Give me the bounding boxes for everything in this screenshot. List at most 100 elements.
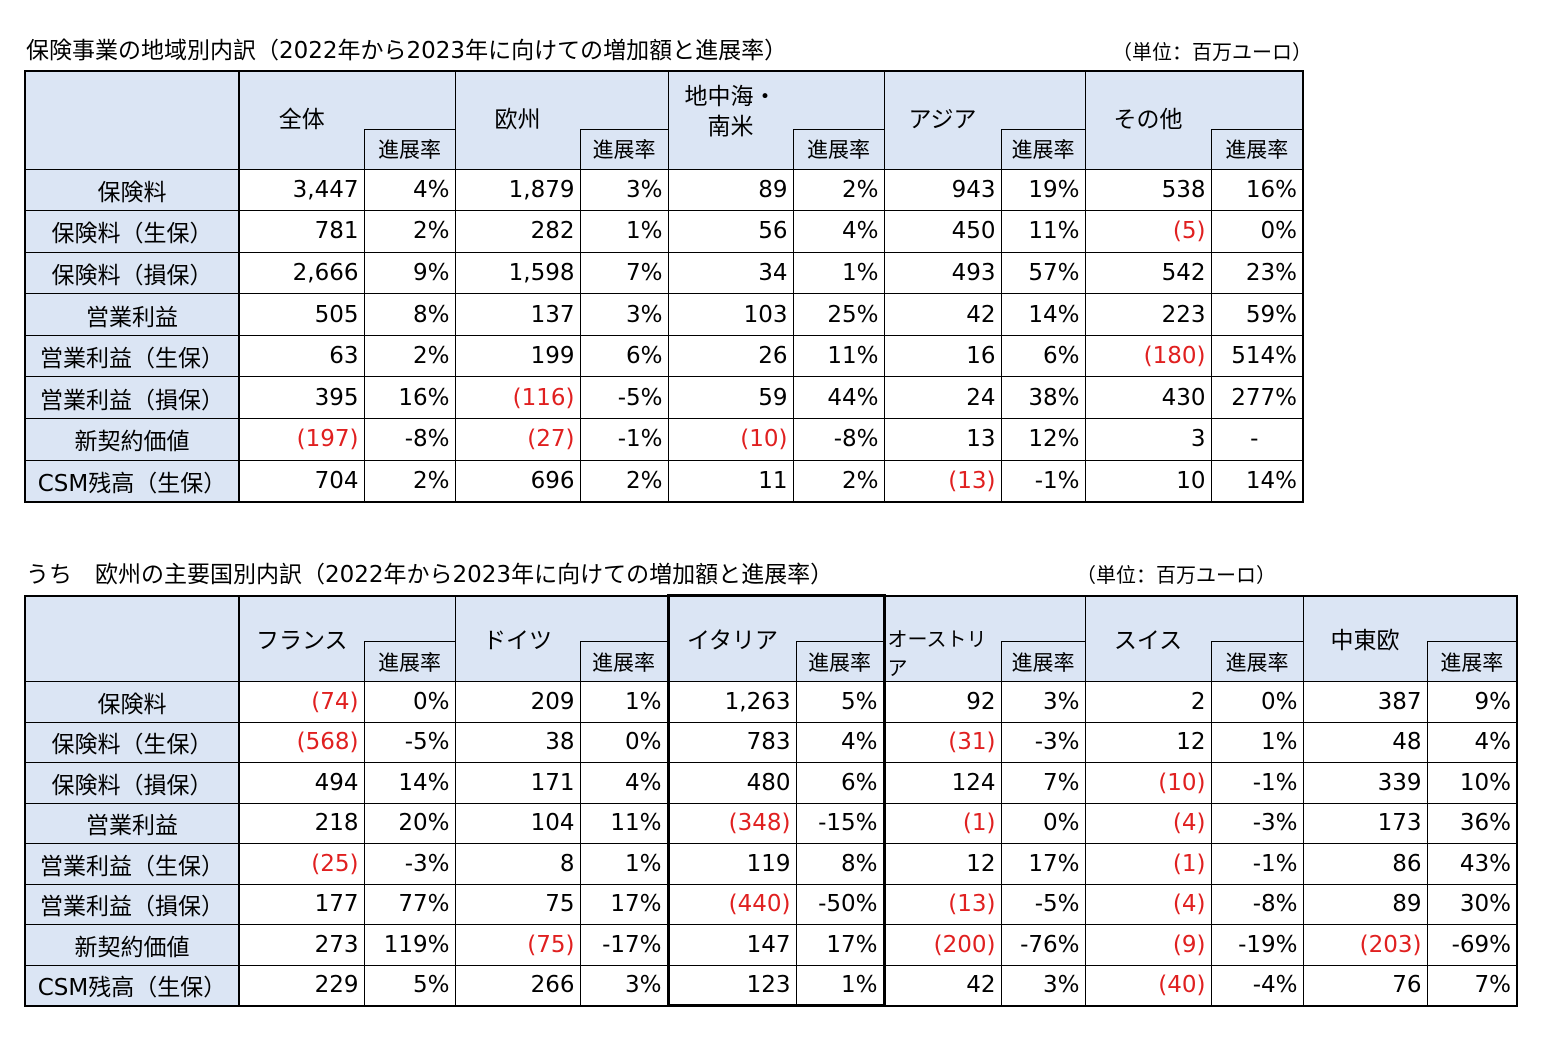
regional-breakdown-table: 全体 欧州 地中海・ 南米 アジア その他 進展率 進展率 進展率 進展率 進展率 保険料 3,44…: [24, 70, 1304, 503]
group-header: スイス: [1084, 595, 1211, 682]
progress-rate-header: 進展率: [579, 128, 669, 170]
table-row: 新契約価値 273 119% (75) -17% 147 17% (200) -76% (9) -1…: [24, 924, 1518, 966]
row-label: 新契約価値: [24, 418, 240, 461]
progress-rate-header: 進展率: [795, 641, 886, 682]
rate-cell: 4%: [1426, 721, 1518, 763]
amount-cell: (197): [238, 418, 365, 461]
header-row: 全体 欧州 地中海・ 南米 アジア その他: [24, 70, 1304, 170]
amount-cell: 173: [1302, 802, 1428, 844]
group-header-gap: [796, 594, 886, 642]
group-header-gap: [364, 595, 456, 642]
table-row: 営業利益（生保） (25) -3% 8 1% 119 8% 12 17% (1) -1% 86 43%: [24, 843, 1518, 885]
group-header: アジア: [883, 70, 1001, 169]
amount-cell: (10): [1084, 762, 1212, 804]
progress-rate-header: 進展率: [363, 128, 456, 170]
group-label: アジア: [908, 107, 977, 133]
amount-cell: 137: [454, 293, 581, 336]
amount-cell: (31): [883, 721, 1002, 763]
row-label: 営業利益（損保）: [24, 883, 240, 925]
rate-cell: -: [1210, 418, 1304, 461]
group-header-gap: [1211, 595, 1304, 642]
amount-cell: (348): [666, 802, 797, 844]
amount-cell: 395: [238, 376, 365, 420]
amount-cell: (5): [1084, 210, 1212, 253]
rate-cell: 2%: [363, 459, 456, 503]
group-label: 欧州: [494, 107, 541, 133]
amount-cell: (10): [667, 418, 794, 461]
rate-cell: 9%: [1426, 681, 1518, 723]
rate-cell: 6%: [1000, 334, 1086, 378]
europe-country-breakdown-table: フランス ドイツ イタリア オーストリア スイス 中東欧 進展率 進展率 進展率 進展率 進展率 進展…: [24, 594, 1518, 1007]
header-row: フランス ドイツ イタリア オーストリア スイス 中東欧: [24, 594, 1518, 682]
amount-cell: 199: [454, 334, 581, 378]
rate-cell: -8%: [1210, 883, 1304, 925]
amount-cell: 13: [883, 418, 1002, 461]
rate-cell: 2%: [363, 210, 456, 253]
group-label: イタリア: [686, 628, 779, 654]
rate-cell: -1%: [1000, 459, 1086, 503]
table-row: 営業利益（損保） 395 16% (116) -5% 59 44% 24 38% 430 277%: [24, 376, 1304, 420]
group-header: 欧州: [454, 70, 580, 169]
rate-cell: -4%: [1210, 964, 1304, 1006]
rate-cell: 4%: [792, 210, 885, 253]
amount-cell: (1): [1084, 843, 1212, 885]
header-corner: [24, 70, 240, 170]
rate-cell: 11%: [579, 802, 669, 844]
amount-cell: 229: [238, 964, 365, 1006]
rate-cell: -5%: [363, 721, 456, 763]
rate-cell: -19%: [1210, 924, 1304, 966]
rate-cell: -3%: [1210, 802, 1304, 844]
rate-cell: 12%: [1000, 418, 1086, 461]
amount-cell: 86: [1302, 843, 1428, 885]
rate-cell: -1%: [1210, 843, 1304, 885]
rate-cell: 14%: [1000, 293, 1086, 336]
amount-cell: 339: [1302, 762, 1428, 804]
amount-cell: 171: [454, 762, 581, 804]
rate-cell: 0%: [1000, 802, 1086, 844]
amount-cell: 124: [883, 762, 1002, 804]
rate-cell: 277%: [1210, 376, 1304, 420]
rate-cell: 1%: [579, 210, 669, 253]
table1-unit: （単位：百万ユーロ）: [1112, 40, 1312, 64]
amount-cell: 42: [883, 964, 1002, 1006]
subheader-row: 進展率 進展率 進展率 進展率 進展率: [25, 128, 1304, 170]
rate-cell: 7%: [1426, 964, 1518, 1006]
rate-cell: 20%: [363, 802, 456, 844]
amount-cell: (200): [883, 924, 1002, 966]
group-header-gap: [1001, 70, 1086, 129]
amount-cell: 42: [883, 293, 1002, 336]
group-label: 中東欧: [1330, 627, 1400, 654]
amount-cell: (25): [238, 843, 365, 885]
group-header-gap: [364, 70, 456, 129]
rate-cell: 5%: [363, 964, 456, 1006]
amount-cell: 218: [238, 802, 365, 844]
rate-cell: 59%: [1210, 293, 1304, 336]
amount-cell: 542: [1084, 251, 1212, 295]
rate-cell: -5%: [1000, 883, 1086, 925]
rate-cell: 3%: [1000, 964, 1086, 1006]
rate-cell: 6%: [579, 334, 669, 378]
amount-cell: 494: [238, 762, 365, 804]
amount-cell: (4): [1084, 802, 1212, 844]
rate-cell: 5%: [795, 681, 886, 723]
table-row: 保険料（生保） 781 2% 282 1% 56 4% 450 11% (5) 0%: [24, 210, 1304, 253]
rate-cell: 3%: [579, 168, 669, 212]
rate-cell: -15%: [795, 802, 886, 844]
amount-cell: 480: [666, 762, 797, 804]
rate-cell: 30%: [1426, 883, 1518, 925]
amount-cell: 273: [238, 924, 365, 966]
table-row: 保険料（損保） 494 14% 171 4% 480 6% 124 7% (10) -1% 339 10…: [24, 762, 1518, 804]
rate-cell: 19%: [1000, 168, 1086, 212]
amount-cell: (74): [238, 681, 365, 723]
table-row: 保険料（損保） 2,666 9% 1,598 7% 34 1% 493 57% 542 23%: [24, 251, 1304, 295]
amount-cell: 38: [454, 721, 581, 763]
amount-cell: 2: [1084, 681, 1212, 723]
rate-cell: -3%: [1000, 721, 1086, 763]
group-header-gap: [1211, 70, 1304, 129]
group-header: ドイツ: [454, 595, 580, 682]
amount-cell: (75): [454, 924, 581, 966]
amount-cell: 3: [1084, 418, 1212, 461]
amount-cell: (27): [454, 418, 581, 461]
row-label: 営業利益（生保）: [24, 334, 240, 378]
amount-cell: 104: [454, 802, 581, 844]
